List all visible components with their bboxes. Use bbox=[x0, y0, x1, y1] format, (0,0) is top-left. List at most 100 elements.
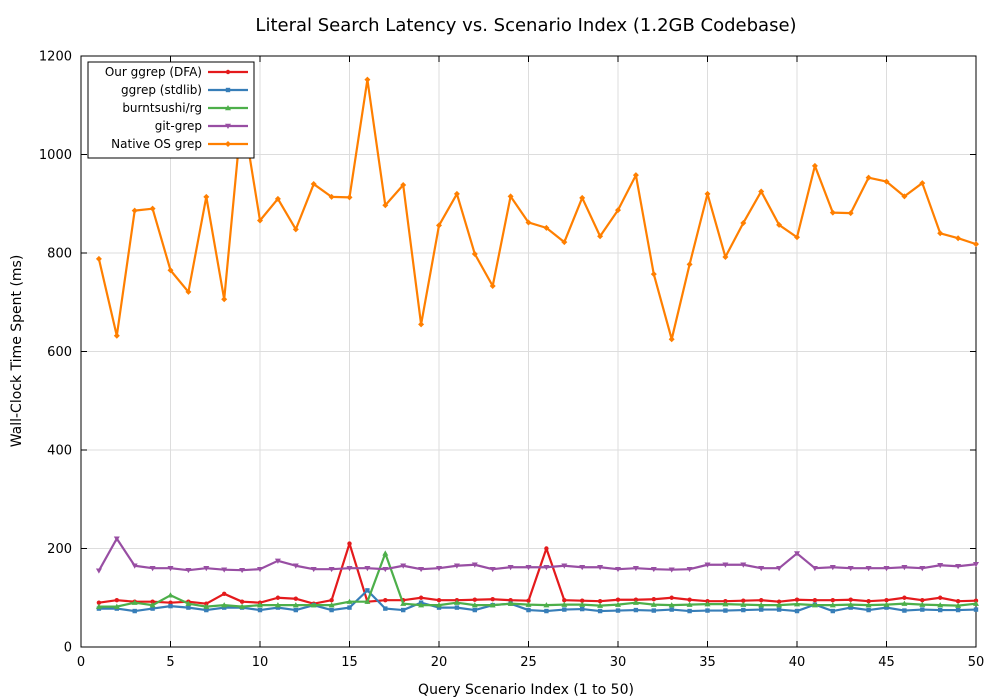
data-point bbox=[489, 282, 496, 289]
data-point bbox=[776, 566, 783, 572]
data-point bbox=[579, 565, 586, 571]
data-point bbox=[292, 563, 299, 569]
data-point bbox=[740, 601, 747, 607]
data-point bbox=[829, 602, 836, 608]
data-point bbox=[686, 601, 693, 607]
data-point bbox=[383, 598, 388, 603]
data-point bbox=[310, 181, 317, 188]
data-point bbox=[776, 607, 782, 612]
data-point bbox=[758, 188, 765, 195]
data-point bbox=[579, 194, 586, 201]
data-point bbox=[347, 605, 352, 610]
data-point bbox=[580, 606, 585, 612]
data-point bbox=[186, 605, 191, 610]
data-point bbox=[328, 193, 335, 200]
legend-entry-label: ggrep (stdlib) bbox=[121, 83, 202, 97]
data-point bbox=[883, 566, 890, 572]
data-point bbox=[759, 598, 764, 603]
data-point bbox=[95, 568, 102, 574]
data-point bbox=[632, 599, 639, 605]
data-point bbox=[866, 598, 871, 604]
data-point bbox=[149, 205, 156, 212]
data-point bbox=[400, 600, 407, 606]
data-point bbox=[453, 563, 460, 569]
data-point bbox=[185, 600, 192, 606]
legend-entry-label: Native OS grep bbox=[111, 137, 202, 151]
data-point bbox=[239, 599, 245, 604]
data-point bbox=[275, 595, 281, 600]
x-tick-label: 15 bbox=[341, 655, 358, 670]
data-point bbox=[167, 592, 174, 598]
data-point bbox=[454, 605, 460, 610]
data-point bbox=[704, 562, 711, 568]
data-point bbox=[830, 608, 835, 614]
data-point bbox=[222, 605, 227, 610]
data-point bbox=[365, 588, 370, 593]
data-point bbox=[920, 607, 925, 612]
data-point bbox=[292, 226, 299, 233]
data-point bbox=[938, 595, 943, 600]
x-axis-label: Query Scenario Index (1 to 50) bbox=[418, 682, 634, 698]
data-point bbox=[382, 566, 389, 573]
data-point bbox=[758, 602, 765, 608]
data-point bbox=[901, 565, 908, 571]
data-point bbox=[382, 202, 389, 209]
data-point bbox=[471, 602, 478, 608]
data-point bbox=[811, 162, 818, 169]
data-point bbox=[96, 600, 102, 605]
data-point bbox=[651, 608, 656, 613]
data-point bbox=[274, 195, 281, 202]
data-point bbox=[937, 563, 944, 569]
x-tick-label: 50 bbox=[968, 655, 985, 670]
data-point bbox=[472, 597, 477, 602]
data-point bbox=[418, 595, 424, 600]
data-point bbox=[955, 602, 962, 608]
data-point bbox=[830, 598, 835, 603]
data-point bbox=[579, 601, 586, 607]
data-point bbox=[222, 591, 227, 597]
data-point bbox=[597, 233, 604, 240]
data-point bbox=[561, 563, 568, 569]
data-point bbox=[615, 597, 621, 602]
data-point bbox=[274, 558, 281, 564]
data-point bbox=[759, 607, 764, 612]
data-point bbox=[561, 601, 568, 607]
data-point bbox=[95, 255, 102, 262]
data-point bbox=[758, 566, 765, 572]
data-point bbox=[865, 602, 872, 608]
data-point bbox=[346, 598, 353, 604]
x-tick-label: 35 bbox=[699, 655, 716, 670]
data-point bbox=[310, 566, 317, 573]
data-point bbox=[507, 600, 514, 606]
data-point bbox=[329, 598, 334, 603]
data-point bbox=[615, 601, 621, 607]
y-tick-label: 1000 bbox=[39, 148, 72, 163]
data-point bbox=[704, 190, 711, 197]
data-point bbox=[615, 566, 621, 573]
y-tick-label: 800 bbox=[47, 247, 72, 262]
data-point bbox=[865, 174, 872, 181]
series-1 bbox=[96, 588, 979, 614]
data-point bbox=[562, 598, 567, 603]
data-point bbox=[848, 597, 853, 602]
data-point bbox=[401, 607, 406, 613]
data-point bbox=[973, 600, 979, 606]
data-point bbox=[723, 608, 728, 613]
data-point bbox=[310, 602, 317, 608]
data-point bbox=[329, 607, 334, 613]
data-point bbox=[847, 601, 854, 607]
data-point bbox=[418, 566, 425, 573]
x-tick-label: 45 bbox=[878, 655, 895, 670]
data-point bbox=[741, 598, 746, 603]
data-point bbox=[884, 605, 889, 610]
data-point bbox=[453, 190, 460, 197]
y-tick-label: 200 bbox=[47, 542, 72, 557]
data-point bbox=[471, 250, 478, 257]
data-point bbox=[848, 605, 853, 610]
data-point bbox=[113, 536, 120, 542]
data-point bbox=[902, 608, 907, 613]
data-point bbox=[919, 566, 926, 572]
y-tick-label: 0 bbox=[64, 641, 72, 656]
data-point bbox=[704, 601, 711, 607]
data-point bbox=[668, 336, 675, 343]
